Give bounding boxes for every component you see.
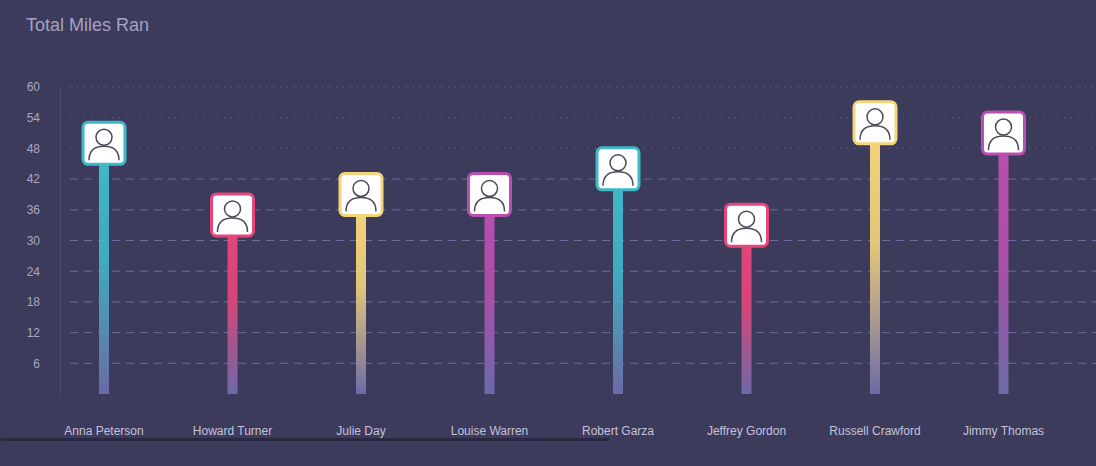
avatar-head — [739, 211, 755, 227]
y-tick: 12 — [27, 326, 60, 340]
x-tick-label: Louise Warren — [451, 424, 529, 438]
avatar — [597, 148, 639, 190]
avatar — [212, 194, 254, 236]
x-tick: Russell Crawford — [829, 394, 920, 438]
grid-line — [70, 148, 1096, 149]
x-axis: Anna Peterson Howard Turner Julie Day Louis… — [64, 394, 1044, 438]
grid-line — [70, 301, 1096, 302]
y-axis-line — [60, 88, 61, 395]
avatar-frame — [983, 112, 1025, 154]
avatar — [854, 102, 896, 144]
avatar-head — [610, 155, 626, 171]
bar — [485, 194, 495, 394]
y-tick-label: 12 — [27, 326, 41, 340]
x-tick-label: Anna Peterson — [64, 424, 143, 438]
y-tick: 36 — [27, 203, 60, 217]
background — [0, 0, 1096, 466]
y-tick-label: 24 — [27, 265, 41, 279]
bar — [870, 123, 880, 394]
y-tick-label: 6 — [33, 357, 40, 371]
avatar — [340, 173, 382, 215]
chart: Total Miles Ran 6 12 18 24 30 36 42 48 54 60 Anna P… — [0, 0, 1096, 466]
y-tick: 42 — [27, 172, 60, 186]
avatar-head — [96, 129, 112, 145]
x-tick: Robert Garza — [582, 394, 654, 438]
avatar-head — [353, 180, 369, 196]
grid-line — [70, 87, 1096, 88]
y-tick-label: 54 — [27, 111, 41, 125]
y-tick: 48 — [27, 142, 60, 156]
y-tick: 6 — [33, 357, 60, 371]
grid-line — [70, 179, 1096, 180]
avatar-head — [482, 180, 498, 196]
grid-line — [70, 117, 1096, 118]
y-tick-label: 60 — [27, 80, 41, 94]
y-tick-label: 48 — [27, 142, 41, 156]
x-tick-label: Julie Day — [336, 424, 385, 438]
x-tick: Anna Peterson — [64, 394, 143, 438]
bar — [613, 169, 623, 394]
x-tick-label: Howard Turner — [193, 424, 272, 438]
grid-line — [70, 363, 1096, 364]
x-tick-label: Jimmy Thomas — [963, 424, 1044, 438]
avatar-head — [867, 109, 883, 125]
bar — [999, 133, 1009, 394]
y-tick: 18 — [27, 295, 60, 309]
x-tick: Howard Turner — [193, 394, 272, 438]
y-tick: 54 — [27, 111, 60, 125]
grid-line — [70, 240, 1096, 241]
avatar-body — [732, 228, 762, 242]
avatar-body — [89, 146, 119, 160]
x-tick-label: Jeffrey Gordon — [707, 424, 786, 438]
bar — [742, 225, 752, 394]
avatar-body — [989, 136, 1019, 150]
avatar-frame — [340, 173, 382, 215]
avatar-body — [860, 126, 890, 140]
avatar-frame — [597, 148, 639, 190]
avatar-frame — [212, 194, 254, 236]
avatar — [726, 204, 768, 246]
grid-line — [70, 271, 1096, 272]
bar — [99, 143, 109, 394]
bars — [83, 102, 1025, 394]
avatar-body — [475, 197, 505, 211]
x-tick-label: Robert Garza — [582, 424, 654, 438]
x-tick-label: Russell Crawford — [829, 424, 920, 438]
bar — [228, 215, 238, 394]
y-tick-label: 30 — [27, 234, 41, 248]
y-tick-label: 18 — [27, 295, 41, 309]
avatar-frame — [854, 102, 896, 144]
grid-line — [70, 332, 1096, 333]
avatar-frame — [469, 173, 511, 215]
avatar — [469, 173, 511, 215]
grid — [70, 87, 1096, 363]
avatar-body — [346, 197, 376, 211]
avatar-head — [225, 201, 241, 217]
x-tick: Jimmy Thomas — [963, 394, 1044, 438]
x-tick: Jeffrey Gordon — [707, 394, 786, 438]
avatar-frame — [83, 122, 125, 164]
y-tick-label: 36 — [27, 203, 41, 217]
avatar-body — [218, 218, 248, 232]
y-axis: 6 12 18 24 30 36 42 48 54 60 — [27, 80, 61, 394]
y-tick: 24 — [27, 265, 60, 279]
title: Total Miles Ran — [26, 15, 149, 35]
avatar-body — [603, 172, 633, 186]
avatar-frame — [726, 204, 768, 246]
avatar — [983, 112, 1025, 154]
x-tick: Julie Day — [336, 394, 385, 438]
y-tick: 60 — [27, 80, 60, 94]
y-tick-label: 42 — [27, 172, 41, 186]
scrollbar[interactable] — [0, 438, 610, 441]
x-tick: Louise Warren — [451, 394, 529, 438]
avatar-head — [996, 119, 1012, 135]
avatar — [83, 122, 125, 164]
y-tick: 30 — [27, 234, 60, 248]
bar — [356, 194, 366, 394]
